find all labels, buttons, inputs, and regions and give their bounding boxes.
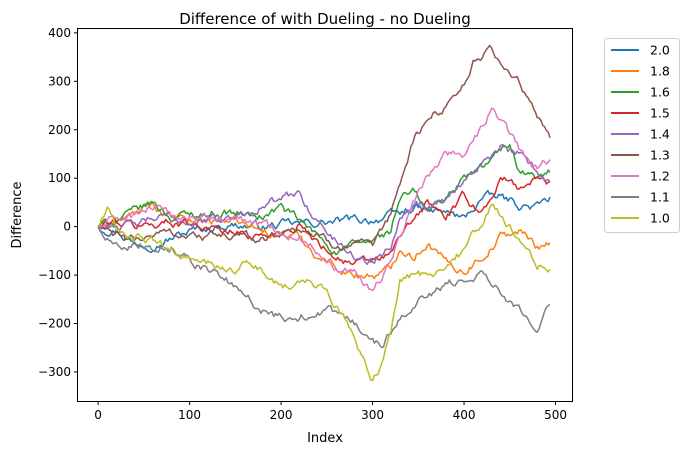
y-tick-label: −300 — [38, 365, 71, 379]
x-tick-label: 0 — [94, 408, 102, 422]
plot-frame — [77, 28, 573, 402]
y-tick-label: 300 — [48, 74, 71, 88]
x-tick-label: 300 — [361, 408, 384, 422]
legend: 2.0 1.8 1.6 1.5 1.4 1.3 1.2 1.1 1.0 — [604, 38, 680, 233]
series-line-2.0 — [97, 189, 551, 254]
x-axis-ticks: 0 100 200 300 400 500 — [94, 401, 567, 422]
series-line-1.5 — [97, 176, 551, 266]
series-line-1.2 — [98, 107, 551, 292]
y-tick-label: −100 — [38, 268, 71, 282]
y-tick-label: 100 — [48, 171, 71, 185]
series-line-1.8 — [97, 202, 551, 280]
series-line-1.6 — [97, 143, 551, 256]
y-tick-label: 0 — [63, 220, 71, 234]
y-tick-label: 200 — [48, 123, 71, 137]
series-line-1.3 — [97, 44, 551, 252]
legend-label-1.3: 1.3 — [650, 148, 670, 163]
legend-label-1.1: 1.1 — [650, 190, 670, 205]
legend-label-1.8: 1.8 — [650, 64, 670, 79]
plot-lines — [97, 44, 551, 382]
x-tick-label: 100 — [178, 408, 201, 422]
x-tick-label: 400 — [453, 408, 476, 422]
y-tick-label: −200 — [38, 317, 71, 331]
y-axis-ticks: −300 −200 −100 0 100 200 300 400 — [38, 26, 78, 379]
series-line-1.0 — [97, 203, 551, 382]
legend-label-1.0: 1.0 — [650, 211, 670, 226]
x-axis-title: Index — [307, 431, 343, 446]
chart-title: Difference of with Dueling - no Dueling — [179, 10, 471, 28]
x-tick-label: 500 — [544, 408, 567, 422]
legend-label-1.6: 1.6 — [650, 85, 670, 100]
y-tick-label: 400 — [48, 26, 71, 40]
legend-label-1.5: 1.5 — [650, 106, 670, 121]
series-line-1.1 — [97, 226, 551, 349]
x-tick-label: 200 — [270, 408, 293, 422]
y-axis-title: Difference — [10, 181, 25, 248]
legend-frame — [604, 38, 680, 233]
legend-label-1.2: 1.2 — [650, 169, 670, 184]
legend-label-2.0: 2.0 — [650, 43, 670, 58]
legend-label-1.4: 1.4 — [650, 127, 670, 142]
